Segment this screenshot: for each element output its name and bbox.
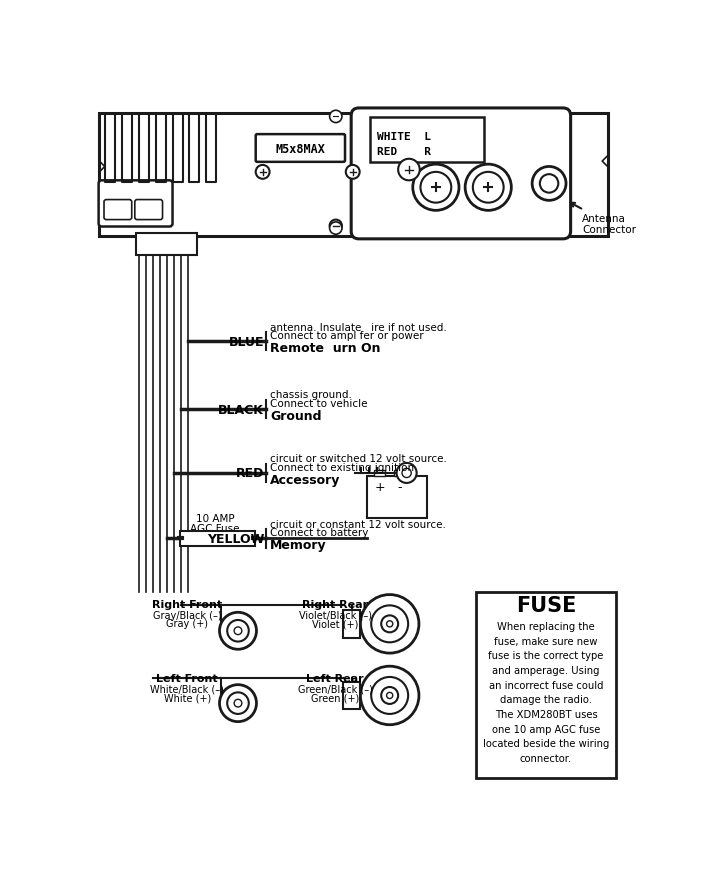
Text: +: + [374, 480, 385, 493]
Text: chassis ground.: chassis ground. [271, 390, 352, 400]
Circle shape [397, 463, 416, 484]
Bar [343, 611, 360, 638]
Text: -: - [397, 480, 402, 493]
Text: RED    R: RED R [376, 147, 430, 156]
Text: White/Black (–): White/Black (–) [150, 684, 224, 694]
Text: circuit or switched 12 volt source.: circuit or switched 12 volt source. [271, 454, 447, 464]
Text: Gray/Black (–): Gray/Black (–) [153, 610, 222, 620]
Bar [367, 477, 427, 519]
Circle shape [360, 595, 419, 654]
Text: Left Front: Left Front [156, 673, 218, 683]
Text: circuit or constant 12 volt source.: circuit or constant 12 volt source. [271, 519, 447, 529]
Text: located beside the wiring: located beside the wiring [483, 738, 609, 748]
Text: The XDM280BT uses: The XDM280BT uses [495, 709, 597, 719]
Text: Right Front: Right Front [152, 599, 222, 609]
Circle shape [402, 468, 411, 478]
Text: and amperage. Using: and amperage. Using [492, 665, 600, 675]
Circle shape [329, 111, 342, 123]
Circle shape [346, 165, 360, 180]
Text: When replacing the: When replacing the [497, 621, 595, 631]
Circle shape [219, 685, 257, 721]
Circle shape [386, 693, 393, 699]
Bar [135, 234, 197, 256]
Text: Accessory: Accessory [271, 473, 341, 486]
Text: damage the radio.: damage the radio. [500, 695, 592, 704]
Text: Violet (+): Violet (+) [312, 619, 358, 628]
Circle shape [381, 616, 398, 633]
Circle shape [398, 160, 420, 181]
Circle shape [360, 666, 419, 725]
Circle shape [465, 165, 511, 211]
Text: antenna. Insulate   ire if not used.: antenna. Insulate ire if not used. [271, 322, 447, 333]
FancyBboxPatch shape [135, 200, 163, 220]
Bar [374, 470, 385, 477]
Circle shape [329, 220, 342, 232]
Text: an incorrect fuse could: an incorrect fuse could [489, 680, 604, 690]
Text: Connect to vehicle: Connect to vehicle [271, 399, 368, 409]
Text: Ground: Ground [271, 409, 322, 422]
Text: BLACK: BLACK [218, 403, 264, 416]
Circle shape [386, 621, 393, 628]
Text: Violet/Black (–): Violet/Black (–) [299, 610, 372, 620]
Text: WHITE  L: WHITE L [376, 131, 430, 141]
Text: RED: RED [236, 467, 264, 480]
Text: Connect to existing ignition: Connect to existing ignition [271, 462, 414, 472]
Circle shape [256, 165, 270, 180]
Circle shape [227, 620, 249, 642]
Circle shape [532, 167, 566, 201]
Text: Right Rear: Right Rear [302, 599, 368, 609]
Text: YELLOW: YELLOW [207, 532, 264, 545]
Text: Memory: Memory [271, 538, 327, 552]
Text: Gray (+): Gray (+) [166, 619, 208, 628]
Text: AGC Fuse: AGC Fuse [190, 523, 240, 533]
FancyBboxPatch shape [99, 181, 172, 227]
FancyBboxPatch shape [351, 109, 571, 240]
Circle shape [234, 699, 242, 707]
Text: Connect to ampl fer or power: Connect to ampl fer or power [271, 331, 424, 341]
Text: FUSE: FUSE [516, 595, 576, 616]
Circle shape [372, 605, 408, 643]
FancyBboxPatch shape [256, 135, 345, 163]
Bar [180, 531, 255, 546]
Circle shape [413, 165, 459, 211]
Text: BLUE: BLUE [229, 335, 264, 349]
Text: Green/Black (–): Green/Black (–) [297, 684, 372, 694]
Text: connector.: connector. [520, 753, 572, 763]
Text: fuse is the correct type: fuse is the correct type [489, 651, 604, 661]
Circle shape [473, 173, 503, 204]
Circle shape [234, 628, 242, 635]
Text: White (+): White (+) [163, 692, 211, 703]
Text: one 10 amp AGC fuse: one 10 amp AGC fuse [492, 724, 600, 734]
Circle shape [381, 687, 398, 704]
Text: Left Rear: Left Rear [306, 673, 364, 683]
Text: 10 AMP: 10 AMP [196, 514, 234, 524]
FancyBboxPatch shape [104, 200, 132, 220]
Bar [99, 114, 608, 237]
Circle shape [329, 223, 342, 235]
Text: Connect to battery: Connect to battery [271, 527, 369, 537]
Text: Antenna
Connector: Antenna Connector [571, 204, 637, 235]
Text: Green (+): Green (+) [311, 692, 359, 703]
Circle shape [227, 693, 249, 714]
Bar [370, 118, 484, 163]
Text: Remote  urn On: Remote urn On [271, 342, 381, 355]
Circle shape [540, 175, 558, 193]
Circle shape [421, 173, 451, 204]
Text: fuse, make sure new: fuse, make sure new [494, 636, 598, 646]
Text: M5x8MAX: M5x8MAX [275, 143, 325, 156]
Circle shape [219, 612, 257, 650]
Bar [394, 470, 405, 477]
Circle shape [372, 678, 408, 714]
Bar [343, 682, 360, 710]
Bar [476, 592, 616, 778]
